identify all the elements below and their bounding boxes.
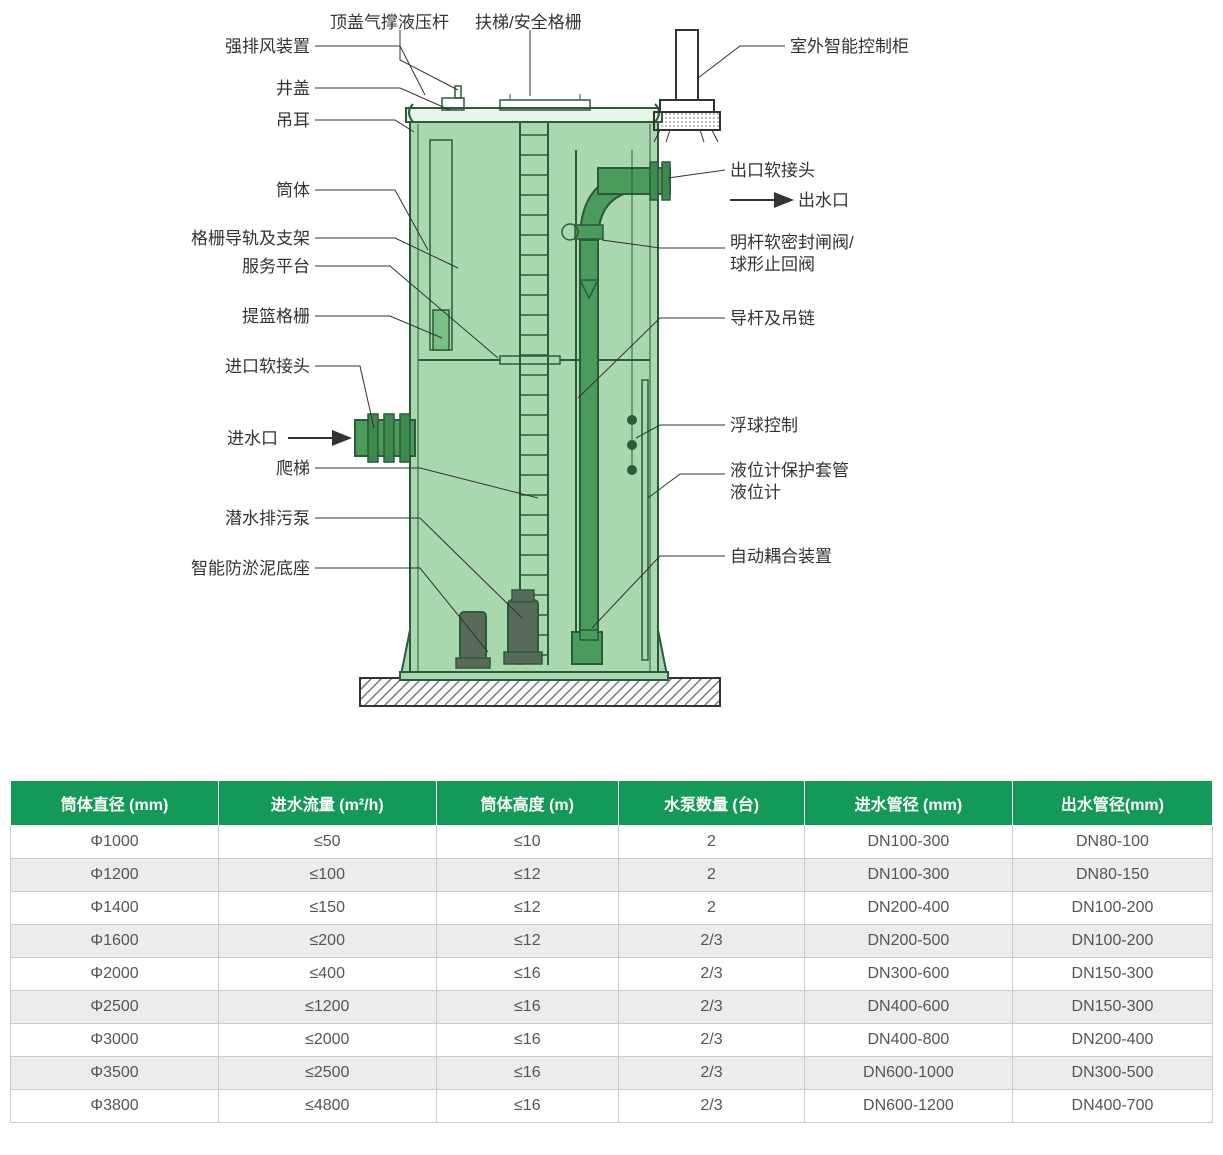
label-top-lid-rod: 顶盖气撑液压杆 [330,12,449,34]
col-inflow: 进水流量 (m²/h) [219,781,437,826]
table-cell: ≤400 [219,958,437,991]
label-exhaust: 强排风装置 [225,36,310,58]
label-anti-silt-base: 智能防淤泥底座 [191,558,310,580]
table-cell: DN400-800 [804,1024,1012,1057]
table-cell: DN150-300 [1012,991,1212,1024]
table-cell: ≤50 [219,826,437,859]
table-row: Φ1400≤150≤122DN200-400DN100-200 [11,892,1213,925]
label-float-control: 浮球控制 [730,415,798,437]
table-cell: Φ2000 [11,958,219,991]
table-cell: 2/3 [619,1024,805,1057]
table-cell: 2 [619,859,805,892]
table-cell: DN100-200 [1012,892,1212,925]
table-cell: DN100-200 [1012,925,1212,958]
table-cell: Φ3800 [11,1090,219,1123]
col-diameter: 筒体直径 (mm) [11,781,219,826]
table-cell: 2/3 [619,1090,805,1123]
spec-table-head: 筒体直径 (mm) 进水流量 (m²/h) 筒体高度 (m) 水泵数量 (台) … [11,781,1213,826]
table-cell: DN100-300 [804,826,1012,859]
label-lifting-lug: 吊耳 [276,110,310,132]
label-level-gauge: 液位计保护套管 液位计 [730,460,849,504]
table-row: Φ3000≤2000≤162/3DN400-800DN200-400 [11,1024,1213,1057]
table-cell: DN200-400 [1012,1024,1212,1057]
table-cell: Φ3000 [11,1024,219,1057]
table-cell: ≤10 [436,826,619,859]
table-cell: ≤16 [436,1024,619,1057]
label-grate-rail: 格栅导轨及支架 [191,228,310,250]
table-cell: DN80-150 [1012,859,1212,892]
label-gate-check-valve: 明杆软密封闸阀/ 球形止回阀 [730,232,854,276]
table-cell: DN80-100 [1012,826,1212,859]
table-cell: ≤1200 [219,991,437,1024]
label-tank-body: 筒体 [276,180,310,202]
label-service-platform: 服务平台 [242,256,310,278]
table-cell: 2/3 [619,925,805,958]
table-cell: 2/3 [619,1057,805,1090]
table-cell: DN600-1200 [804,1090,1012,1123]
spec-table: 筒体直径 (mm) 进水流量 (m²/h) 筒体高度 (m) 水泵数量 (台) … [10,780,1213,1123]
table-cell: ≤16 [436,958,619,991]
label-inlet: 进水口 [227,428,278,450]
spec-table-body: Φ1000≤50≤102DN100-300DN80-100Φ1200≤100≤1… [11,826,1213,1123]
label-guide-bar-chain: 导杆及吊链 [730,308,815,330]
col-inlet-dn: 进水管径 (mm) [804,781,1012,826]
label-manhole-cover: 井盖 [276,78,310,100]
pump-station-diagram: 顶盖气撑液压杆 扶梯/安全格栅 强排风装置 井盖 吊耳 筒体 格栅导轨及支架 服… [0,0,1223,780]
table-cell: 2 [619,826,805,859]
table-cell: ≤12 [436,859,619,892]
table-cell: 2/3 [619,991,805,1024]
table-cell: DN200-400 [804,892,1012,925]
table-cell: 2/3 [619,958,805,991]
table-row: Φ1200≤100≤122DN100-300DN80-150 [11,859,1213,892]
table-cell: Φ2500 [11,991,219,1024]
table-cell: DN150-300 [1012,958,1212,991]
table-row: Φ2500≤1200≤162/3DN400-600DN150-300 [11,991,1213,1024]
table-cell: Φ3500 [11,1057,219,1090]
table-cell: ≤16 [436,991,619,1024]
table-row: Φ3500≤2500≤162/3DN600-1000DN300-500 [11,1057,1213,1090]
table-cell: 2 [619,892,805,925]
table-cell: ≤100 [219,859,437,892]
table-cell: DN600-1000 [804,1057,1012,1090]
table-cell: ≤16 [436,1057,619,1090]
label-outdoor-cabinet: 室外智能控制柜 [790,36,909,58]
table-cell: ≤4800 [219,1090,437,1123]
label-sub-pump: 潜水排污泵 [225,508,310,530]
col-height: 筒体高度 (m) [436,781,619,826]
table-cell: Φ1400 [11,892,219,925]
table-cell: ≤200 [219,925,437,958]
diagram-svg [0,0,1223,780]
label-ladder: 爬梯 [276,458,310,480]
table-row: Φ3800≤4800≤162/3DN600-1200DN400-700 [11,1090,1213,1123]
table-cell: DN200-500 [804,925,1012,958]
table-cell: DN400-600 [804,991,1012,1024]
table-row: Φ1000≤50≤102DN100-300DN80-100 [11,826,1213,859]
table-row: Φ1600≤200≤122/3DN200-500DN100-200 [11,925,1213,958]
table-cell: Φ1200 [11,859,219,892]
label-basket-screen: 提篮格栅 [242,306,310,328]
col-pump-count: 水泵数量 (台) [619,781,805,826]
table-cell: DN400-700 [1012,1090,1212,1123]
table-cell: DN100-300 [804,859,1012,892]
table-cell: DN300-500 [1012,1057,1212,1090]
col-outlet-dn: 出水管径(mm) [1012,781,1212,826]
label-safety-grate: 扶梯/安全格栅 [475,12,582,34]
table-row: Φ2000≤400≤162/3DN300-600DN150-300 [11,958,1213,991]
table-cell: DN300-600 [804,958,1012,991]
table-cell: ≤150 [219,892,437,925]
label-inlet-flex: 进口软接头 [225,356,310,378]
table-cell: ≤12 [436,925,619,958]
label-outlet: 出水口 [798,190,849,212]
table-cell: ≤2500 [219,1057,437,1090]
table-cell: ≤12 [436,892,619,925]
table-cell: ≤16 [436,1090,619,1123]
table-cell: ≤2000 [219,1024,437,1057]
table-cell: Φ1600 [11,925,219,958]
label-outlet-flex: 出口软接头 [730,160,815,182]
table-cell: Φ1000 [11,826,219,859]
label-auto-coupling: 自动耦合装置 [730,546,832,568]
